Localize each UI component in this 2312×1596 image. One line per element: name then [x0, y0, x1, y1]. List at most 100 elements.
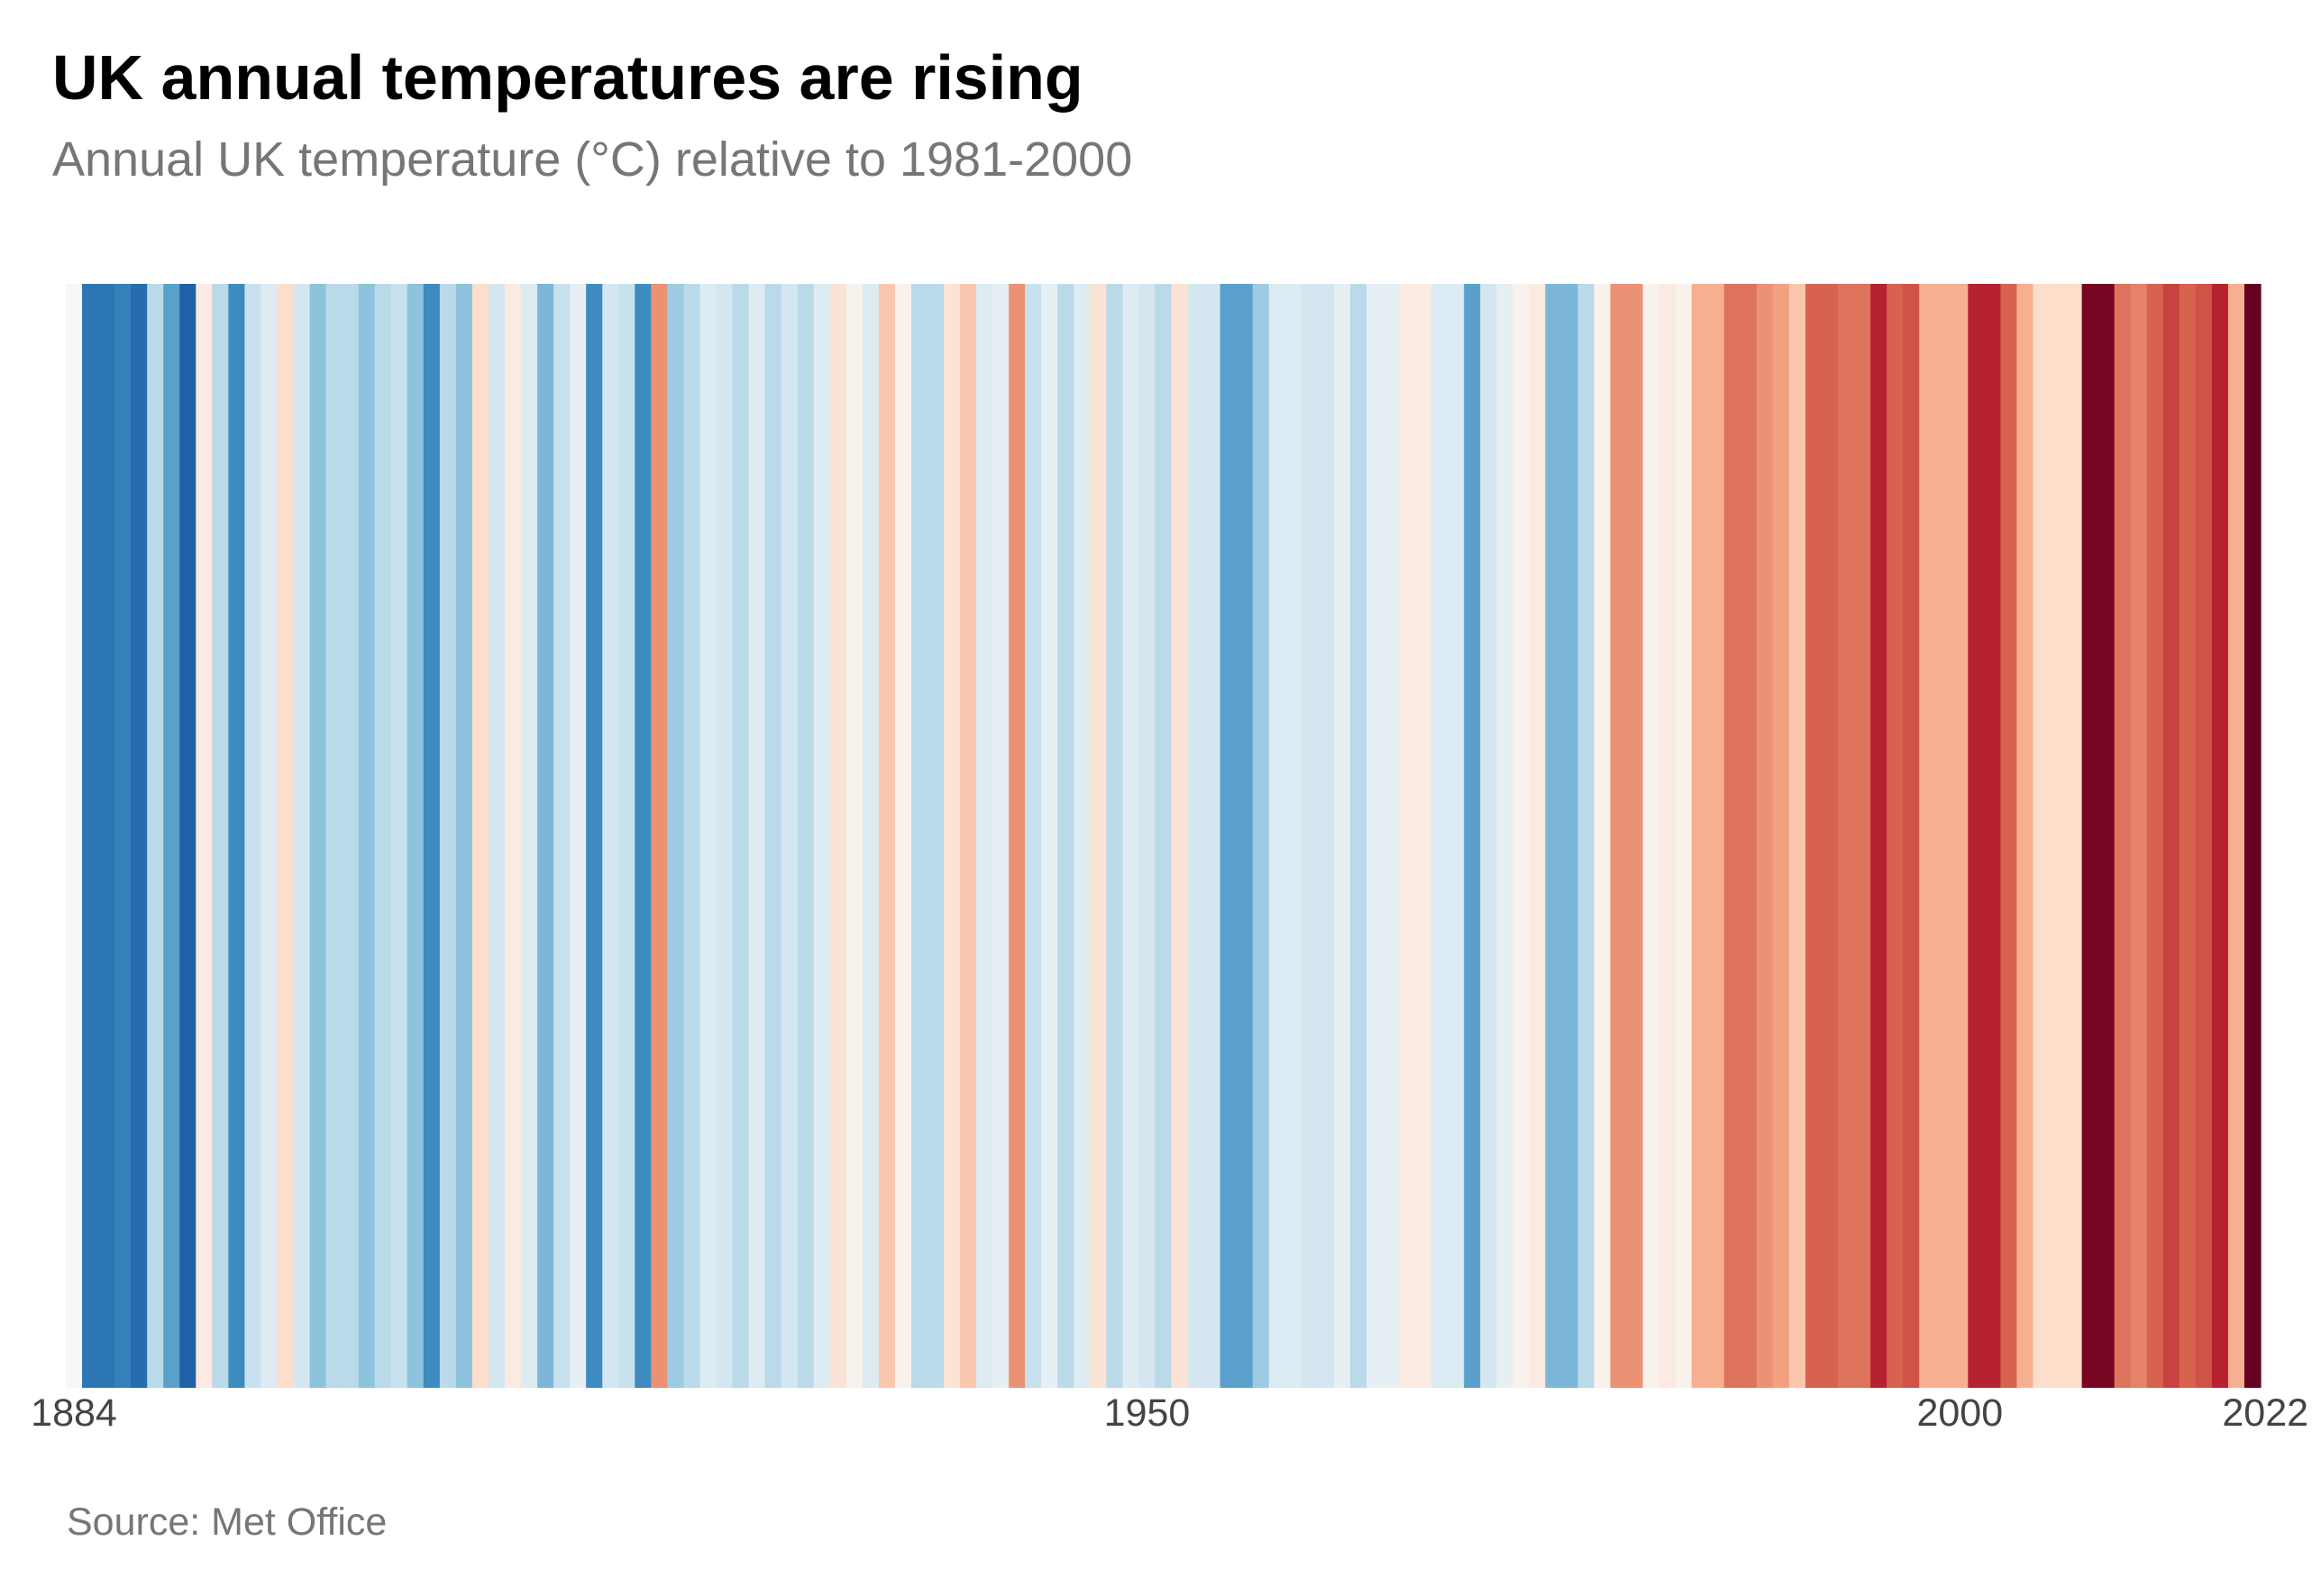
stripes-group: [66, 284, 2262, 1388]
stripe-2001: [1968, 284, 1985, 1388]
stripe-1989: [1772, 284, 1790, 1388]
stripe-1999: [1935, 284, 1952, 1388]
stripe-2010: [2114, 284, 2132, 1388]
stripe-1971: [1480, 284, 1497, 1388]
stripe-1915: [570, 284, 587, 1388]
stripe-1933: [862, 284, 880, 1388]
stripe-1960: [1301, 284, 1319, 1388]
x-tick-label-1884: 1884: [31, 1391, 117, 1435]
stripe-1891: [179, 284, 196, 1388]
stripe-1982: [1659, 284, 1677, 1388]
x-tick-label-2022: 2022: [2222, 1391, 2308, 1435]
stripe-1941: [992, 284, 1010, 1388]
stripe-1940: [976, 284, 993, 1388]
stripe-1944: [1041, 284, 1058, 1388]
stripe-1992: [1822, 284, 1839, 1388]
stripe-1932: [845, 284, 864, 1388]
stripe-1983: [1675, 284, 1693, 1388]
stripe-1981: [1642, 284, 1660, 1388]
stripe-2014: [2179, 284, 2197, 1388]
stripe-1899: [309, 284, 327, 1388]
stripe-1979: [1610, 284, 1628, 1388]
stripe-1962: [1333, 284, 1351, 1388]
stripe-1958: [1268, 284, 1286, 1388]
stripe-1912: [521, 284, 538, 1388]
stripe-1888: [131, 284, 148, 1388]
stripe-1910: [488, 284, 506, 1388]
stripe-1895: [244, 284, 262, 1388]
stripe-1908: [455, 284, 473, 1388]
stripe-1925: [732, 284, 750, 1388]
stripe-1984: [1691, 284, 1709, 1388]
stripe-1954: [1203, 284, 1221, 1388]
stripe-2005: [2033, 284, 2051, 1388]
stripe-1917: [602, 284, 619, 1388]
stripe-1970: [1464, 284, 1481, 1388]
stripe-1991: [1805, 284, 1823, 1388]
stripe-1935: [894, 284, 912, 1388]
x-tick-label-2000: 2000: [1916, 1391, 2003, 1435]
stripe-1978: [1594, 284, 1612, 1388]
stripe-1990: [1788, 284, 1806, 1388]
stripe-1949: [1122, 284, 1140, 1388]
stripe-1938: [944, 284, 961, 1388]
stripe-1894: [228, 284, 246, 1388]
stripe-1903: [374, 284, 392, 1388]
source-note: Source: Met Office: [67, 1500, 388, 1544]
stripe-1956: [1236, 284, 1254, 1388]
stripe-1959: [1284, 284, 1302, 1388]
chart-title: UK annual temperatures are rising: [52, 42, 1083, 113]
stripe-2002: [1984, 284, 2002, 1388]
stripe-1948: [1106, 284, 1124, 1388]
stripe-1946: [1074, 284, 1091, 1388]
stripe-1998: [1919, 284, 1936, 1388]
stripe-1887: [114, 284, 132, 1388]
stripe-1939: [960, 284, 977, 1388]
stripe-1945: [1057, 284, 1074, 1388]
stripe-1906: [423, 284, 441, 1388]
stripe-1930: [813, 284, 831, 1388]
stripe-2004: [2016, 284, 2034, 1388]
stripe-1968: [1431, 284, 1448, 1388]
stripe-1972: [1496, 284, 1513, 1388]
stripe-1884: [66, 284, 83, 1388]
stripe-1988: [1756, 284, 1774, 1388]
stripe-1901: [342, 284, 360, 1388]
stripe-1951: [1155, 284, 1173, 1388]
stripe-1943: [1025, 284, 1042, 1388]
stripe-1969: [1448, 284, 1465, 1388]
stripe-1936: [910, 284, 928, 1388]
stripe-1918: [618, 284, 635, 1388]
stripe-1974: [1529, 284, 1546, 1388]
stripe-1937: [927, 284, 945, 1388]
stripe-2013: [2162, 284, 2180, 1388]
stripe-1947: [1090, 284, 1107, 1388]
stripe-1905: [407, 284, 425, 1388]
stripe-2008: [2081, 284, 2099, 1388]
x-axis-ticks: 1884 1950 2000 2022: [31, 1391, 2308, 1435]
stripe-2017: [2227, 284, 2245, 1388]
stripe-1898: [293, 284, 311, 1388]
stripe-1914: [553, 284, 571, 1388]
stripe-1897: [277, 284, 295, 1388]
stripe-1964: [1366, 284, 1384, 1388]
stripe-1907: [439, 284, 457, 1388]
stripe-1926: [748, 284, 766, 1388]
stripe-1924: [716, 284, 734, 1388]
stripe-1892: [196, 284, 213, 1388]
stripe-1961: [1317, 284, 1335, 1388]
stripe-1889: [147, 284, 164, 1388]
stripe-2006: [2049, 284, 2067, 1388]
stripe-1942: [1009, 284, 1026, 1388]
stripe-1963: [1349, 284, 1367, 1388]
stripe-1927: [764, 284, 782, 1388]
stripe-1916: [586, 284, 603, 1388]
stripe-1953: [1187, 284, 1205, 1388]
stripe-2012: [2146, 284, 2164, 1388]
stripe-1890: [163, 284, 180, 1388]
stripe-1995: [1870, 284, 1887, 1388]
stripe-1921: [667, 284, 685, 1388]
stripe-1977: [1577, 284, 1595, 1388]
stripe-1919: [635, 284, 652, 1388]
stripe-1902: [358, 284, 376, 1388]
